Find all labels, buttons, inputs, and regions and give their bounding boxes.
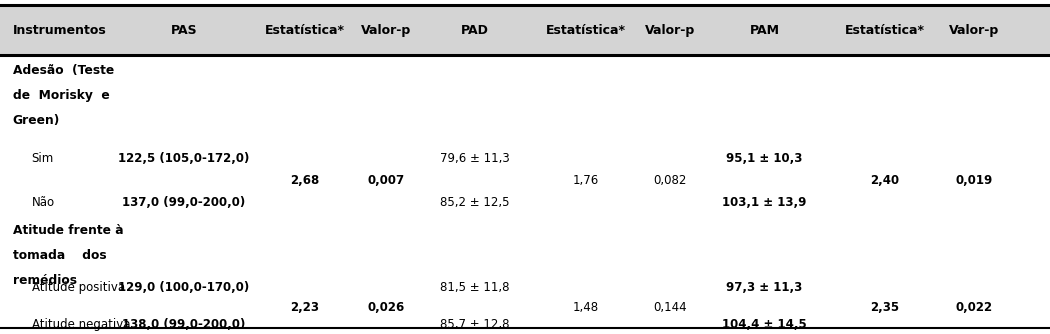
Text: Atitude negativa: Atitude negativa [32, 318, 130, 331]
Text: 2,68: 2,68 [290, 174, 319, 187]
Text: 0,022: 0,022 [956, 302, 993, 314]
Text: 0,144: 0,144 [653, 302, 687, 314]
Text: Sim: Sim [32, 152, 54, 165]
Text: de  Morisky  e: de Morisky e [13, 89, 109, 102]
Text: 103,1 ± 13,9: 103,1 ± 13,9 [722, 196, 806, 208]
Text: Adesão  (Teste: Adesão (Teste [13, 64, 113, 76]
Text: Não: Não [32, 196, 55, 208]
Text: Instrumentos: Instrumentos [13, 24, 106, 36]
Text: 137,0 (99,0-200,0): 137,0 (99,0-200,0) [122, 196, 246, 208]
Text: Valor-p: Valor-p [645, 24, 695, 36]
Text: PAS: PAS [170, 24, 197, 36]
Text: 85,2 ± 12,5: 85,2 ± 12,5 [440, 196, 509, 208]
Text: 95,1 ± 10,3: 95,1 ± 10,3 [727, 152, 802, 165]
Text: 79,6 ± 11,3: 79,6 ± 11,3 [440, 152, 509, 165]
Bar [0, 5, 1050, 55]
Text: Atitude frente à: Atitude frente à [13, 224, 123, 237]
Text: Green): Green) [13, 114, 60, 127]
Text: 0,019: 0,019 [956, 174, 993, 187]
Text: Estatística*: Estatística* [845, 24, 925, 36]
Text: 81,5 ± 11,8: 81,5 ± 11,8 [440, 281, 509, 294]
Text: 0,026: 0,026 [368, 302, 405, 314]
Text: 0,082: 0,082 [653, 174, 687, 187]
Text: 129,0 (100,0-170,0): 129,0 (100,0-170,0) [118, 281, 250, 294]
Text: 2,40: 2,40 [870, 174, 900, 187]
Text: 104,4 ± 14,5: 104,4 ± 14,5 [722, 318, 806, 331]
Text: Estatística*: Estatística* [546, 24, 626, 36]
Text: 138,0 (99,0-200,0): 138,0 (99,0-200,0) [122, 318, 246, 331]
Text: PAD: PAD [461, 24, 488, 36]
Text: Valor-p: Valor-p [361, 24, 412, 36]
Text: 1,76: 1,76 [573, 174, 600, 187]
Text: 0,007: 0,007 [368, 174, 405, 187]
Text: 97,3 ± 11,3: 97,3 ± 11,3 [727, 281, 802, 294]
Text: Estatística*: Estatística* [265, 24, 344, 36]
Text: 2,23: 2,23 [290, 302, 319, 314]
Text: Valor-p: Valor-p [949, 24, 1000, 36]
Text: tomada    dos: tomada dos [13, 249, 106, 262]
Text: remédios: remédios [13, 274, 77, 287]
Text: 2,35: 2,35 [870, 302, 900, 314]
Text: 85,7 ± 12,8: 85,7 ± 12,8 [440, 318, 509, 331]
Text: 122,5 (105,0-172,0): 122,5 (105,0-172,0) [118, 152, 250, 165]
Text: PAM: PAM [750, 24, 779, 36]
Text: 1,48: 1,48 [573, 302, 598, 314]
Text: Atitude positiva: Atitude positiva [32, 281, 125, 294]
